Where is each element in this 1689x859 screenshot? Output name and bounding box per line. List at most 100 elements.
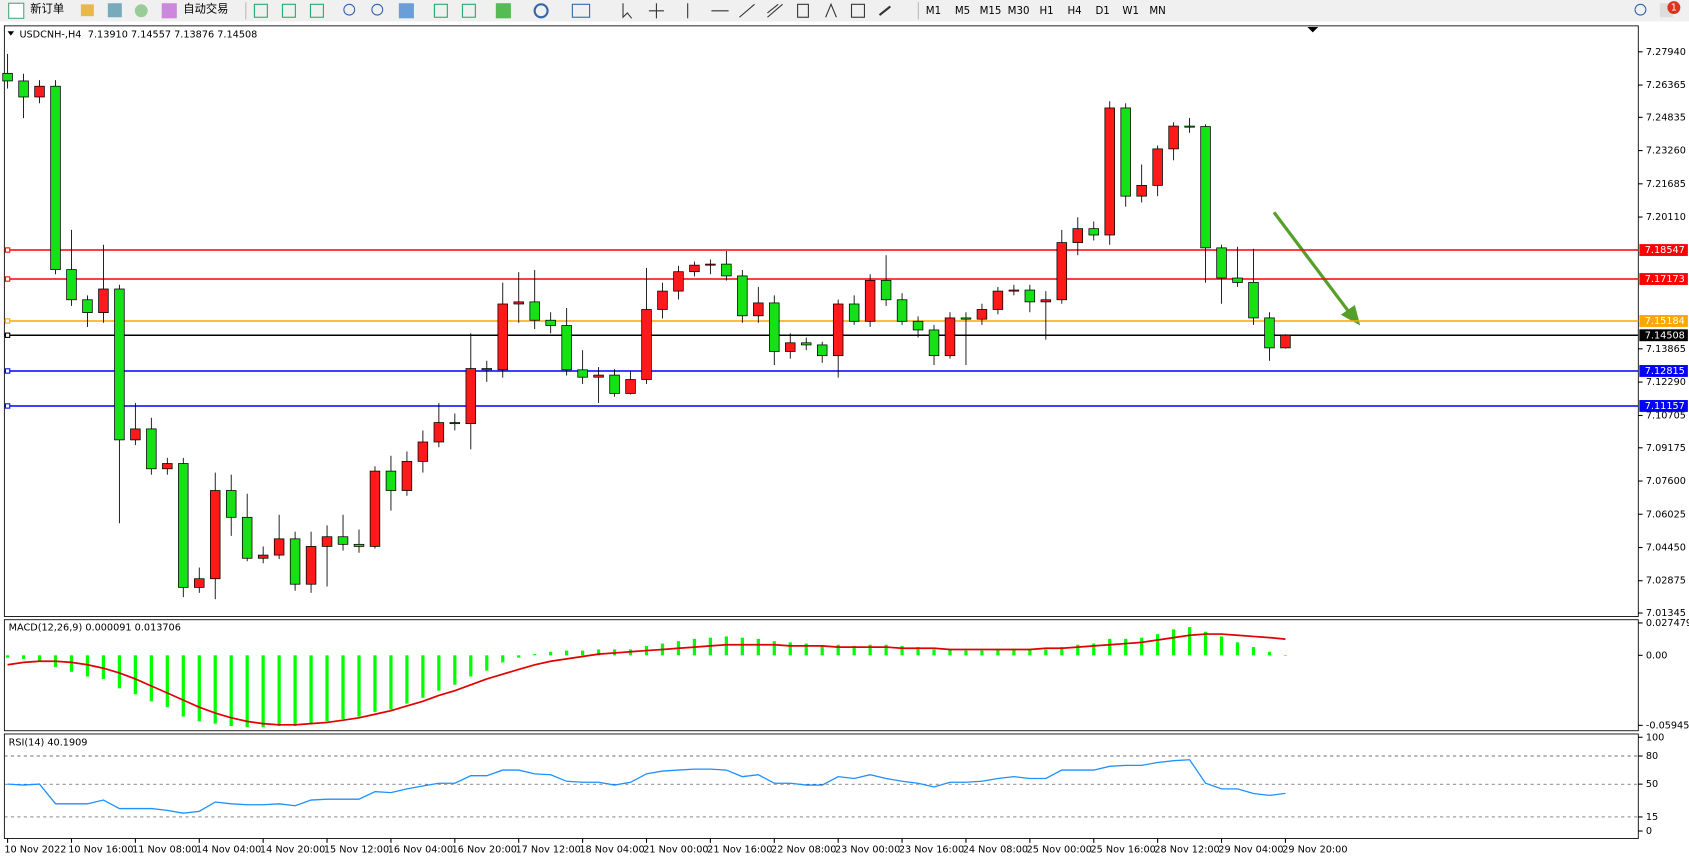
x-tick-label: 11 Nov 08:00 <box>132 844 197 855</box>
x-tick-label: 25 Nov 16:00 <box>1091 844 1156 855</box>
shapes-icon[interactable] <box>878 5 891 16</box>
macd-bar <box>117 655 122 689</box>
candle-body <box>178 463 189 588</box>
level-label-bg <box>1639 315 1688 327</box>
timeframe-button[interactable]: M30 <box>1008 6 1030 17</box>
notification-badge <box>1667 1 1681 15</box>
candle-body <box>1024 289 1036 303</box>
new-order-icon[interactable] <box>8 2 25 19</box>
last-high: 7.14557 <box>131 29 171 40</box>
template-icon[interactable] <box>571 3 591 18</box>
fibo-icon[interactable] <box>797 3 809 18</box>
price-header: USDCNH-,H4 7.13910 7.14557 7.13876 7.145… <box>19 29 257 40</box>
tool-icon[interactable] <box>461 3 476 18</box>
candle-body <box>737 275 748 317</box>
candle-body <box>785 342 796 352</box>
candle-body <box>225 490 237 518</box>
macd-bar <box>1267 651 1272 656</box>
channel-icon[interactable] <box>767 3 783 18</box>
macd-panel <box>3 619 1639 732</box>
candle-body <box>593 374 604 378</box>
tool-icon[interactable] <box>107 3 122 18</box>
search-icon[interactable] <box>1634 3 1647 16</box>
tool-icon[interactable] <box>80 4 94 17</box>
macd-bar <box>1251 647 1256 656</box>
macd-bar <box>101 655 106 679</box>
trend-icon[interactable] <box>739 3 755 18</box>
crosshair-icon[interactable] <box>648 3 664 19</box>
candle-body <box>130 428 141 441</box>
candle-body <box>545 319 556 326</box>
indicator-icon[interactable] <box>495 3 511 19</box>
candle-body <box>369 470 381 547</box>
timeframe-button[interactable]: W1 <box>1122 6 1139 17</box>
zoom-out[interactable] <box>371 3 384 16</box>
level-anchor <box>4 332 11 338</box>
timeframe-button[interactable]: H1 <box>1039 6 1053 17</box>
tool-icon[interactable] <box>433 3 448 18</box>
macd-bar <box>868 644 872 656</box>
timeframe-bar: M1 M5 M15 M30 H1 H4 D1 W1 MN <box>926 6 1166 17</box>
candle-body <box>114 288 125 441</box>
macd-bar <box>261 655 265 728</box>
zoom-in[interactable] <box>343 3 356 16</box>
x-tick-label: 18 Nov 04:00 <box>579 844 644 855</box>
macd-bar <box>1060 647 1064 656</box>
timeframe-button[interactable]: M15 <box>980 6 1002 17</box>
y-tick-label: 7.26365 <box>1646 80 1686 91</box>
macd-bar <box>1203 631 1208 656</box>
macd-bar <box>772 641 776 656</box>
y-tick-label: 7.10705 <box>1646 411 1686 422</box>
candle-body <box>1280 334 1291 349</box>
timeframe-button[interactable]: H4 <box>1068 6 1082 17</box>
rsi-header: RSI(14) 40.1909 <box>9 738 88 749</box>
candle-body <box>864 279 876 322</box>
tile-icon[interactable] <box>398 3 414 19</box>
y-tick-label: 0.00 <box>1646 650 1668 661</box>
y-tick-label: 7.27940 <box>1646 47 1686 58</box>
timeframe-button[interactable]: M1 <box>926 6 941 17</box>
chart-shift-marker <box>1307 26 1319 33</box>
candle-body <box>769 302 780 352</box>
new-order-button[interactable]: 新订单 <box>30 2 64 16</box>
tool-icon[interactable] <box>134 4 148 18</box>
macd-bar <box>469 655 473 677</box>
timeframe-button[interactable]: MN <box>1149 6 1165 17</box>
candle-body <box>1232 277 1243 283</box>
symbol: USDCNH-,H4 <box>19 29 81 40</box>
y-tick-label: 100 <box>1646 732 1665 743</box>
signal-line <box>7 633 1286 726</box>
timeframe-button[interactable]: M5 <box>955 6 970 17</box>
text-icon[interactable] <box>825 2 837 18</box>
candle-body <box>257 554 269 559</box>
candle-body <box>50 85 61 270</box>
y-tick-label: 7.24835 <box>1646 112 1686 123</box>
candle-body <box>385 470 397 491</box>
level-label-bg <box>1639 273 1688 285</box>
arrow-shaft <box>1272 211 1351 314</box>
candle-body <box>801 342 812 346</box>
level-label-bg <box>1639 329 1688 342</box>
auto-trade-button[interactable]: 自动交易 <box>183 2 228 16</box>
tool-icon[interactable] <box>281 3 296 18</box>
y-tick-label: 7.12290 <box>1646 377 1686 388</box>
tool-icon[interactable] <box>309 3 324 18</box>
period-icon[interactable] <box>533 3 549 19</box>
label-icon[interactable] <box>850 3 865 18</box>
level-label: 7.18547 <box>1645 245 1685 256</box>
macd-bar <box>549 651 553 656</box>
auto-trade-icon[interactable] <box>161 3 177 19</box>
candle-body <box>625 379 636 394</box>
y-tick-label: 50 <box>1646 779 1658 790</box>
macd-bar <box>804 643 808 656</box>
candle-body <box>1072 228 1084 243</box>
cursor-icon[interactable] <box>622 3 633 19</box>
macd-bar <box>293 655 297 727</box>
macd-bar <box>852 645 856 656</box>
candle-body <box>210 490 221 580</box>
timeframe-button[interactable]: D1 <box>1095 6 1109 17</box>
tool-icon[interactable] <box>253 3 268 18</box>
macd-bar <box>724 636 728 656</box>
candle-body <box>337 536 349 545</box>
macd-bar <box>1124 638 1128 656</box>
